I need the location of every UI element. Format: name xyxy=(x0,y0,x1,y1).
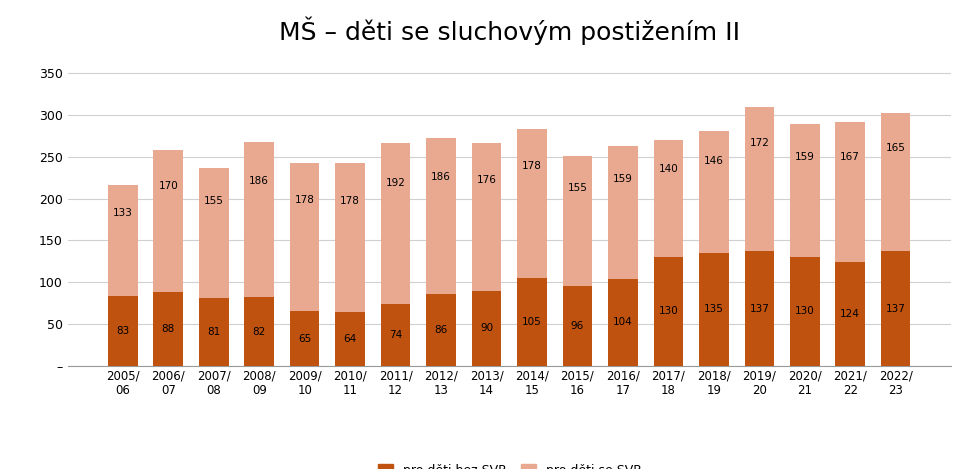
Bar xyxy=(199,168,229,298)
Text: 137: 137 xyxy=(749,303,768,313)
Bar xyxy=(744,251,773,366)
Bar xyxy=(381,304,410,366)
Text: 167: 167 xyxy=(839,152,860,162)
Bar xyxy=(244,297,273,366)
Bar xyxy=(471,144,501,290)
Bar xyxy=(789,257,819,366)
Text: 124: 124 xyxy=(839,309,860,319)
Bar xyxy=(335,312,364,366)
Bar xyxy=(834,262,864,366)
Bar xyxy=(834,122,864,262)
Text: 178: 178 xyxy=(340,196,359,205)
Bar xyxy=(608,146,637,279)
Text: 178: 178 xyxy=(521,161,542,171)
Bar xyxy=(516,129,547,278)
Text: 146: 146 xyxy=(703,156,723,166)
Text: 88: 88 xyxy=(162,324,174,334)
Bar xyxy=(244,142,273,297)
Bar xyxy=(880,113,910,251)
Text: 81: 81 xyxy=(207,327,220,337)
Text: 65: 65 xyxy=(297,333,311,344)
Text: 130: 130 xyxy=(658,306,677,317)
Text: 165: 165 xyxy=(885,143,905,153)
Text: 64: 64 xyxy=(343,334,357,344)
Bar xyxy=(653,140,682,257)
Text: 90: 90 xyxy=(480,323,492,333)
Text: 170: 170 xyxy=(158,181,178,190)
Text: 96: 96 xyxy=(570,321,583,331)
Bar xyxy=(153,150,183,292)
Bar xyxy=(562,156,592,286)
Text: 159: 159 xyxy=(794,152,814,162)
Text: 133: 133 xyxy=(112,208,133,218)
Bar xyxy=(562,286,592,366)
Text: 192: 192 xyxy=(386,178,405,189)
Text: 155: 155 xyxy=(203,196,224,206)
Bar xyxy=(699,131,728,253)
Text: 172: 172 xyxy=(749,138,768,148)
Text: 140: 140 xyxy=(658,164,677,174)
Bar xyxy=(290,163,319,311)
Bar xyxy=(789,124,819,257)
Text: 130: 130 xyxy=(794,306,814,317)
Text: 186: 186 xyxy=(430,172,451,182)
Bar xyxy=(335,163,364,312)
Legend: pro děti bez SVP, pro děti se SVP: pro děti bez SVP, pro děti se SVP xyxy=(378,464,640,469)
Bar xyxy=(608,279,637,366)
Text: 155: 155 xyxy=(567,183,587,193)
Text: 105: 105 xyxy=(521,317,542,327)
Text: 159: 159 xyxy=(612,174,632,184)
Bar xyxy=(699,253,728,366)
Text: 176: 176 xyxy=(476,175,496,185)
Text: 74: 74 xyxy=(389,330,402,340)
Bar xyxy=(880,251,910,366)
Bar xyxy=(381,144,410,304)
Bar xyxy=(199,298,229,366)
Text: 82: 82 xyxy=(252,326,266,337)
Bar xyxy=(425,294,455,366)
Text: 186: 186 xyxy=(249,175,268,186)
Bar xyxy=(290,311,319,366)
Bar xyxy=(153,292,183,366)
Bar xyxy=(653,257,682,366)
Text: 86: 86 xyxy=(434,325,448,335)
Bar xyxy=(108,185,138,296)
Text: 135: 135 xyxy=(703,304,723,314)
Text: 137: 137 xyxy=(885,303,905,313)
Bar xyxy=(108,296,138,366)
Bar xyxy=(516,278,547,366)
Text: 83: 83 xyxy=(116,326,129,336)
Title: MŠ – děti se sluchovým postižením II: MŠ – děti se sluchovým postižením II xyxy=(278,16,739,45)
Bar xyxy=(425,138,455,294)
Bar xyxy=(471,290,501,366)
Text: 104: 104 xyxy=(612,318,632,327)
Text: 178: 178 xyxy=(295,195,314,205)
Bar xyxy=(744,107,773,251)
